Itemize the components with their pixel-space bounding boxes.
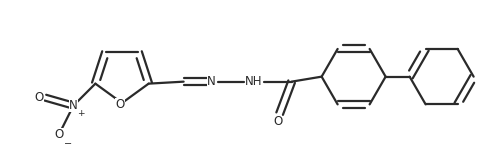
Text: N: N — [69, 99, 78, 112]
Text: NH: NH — [245, 75, 263, 88]
Text: O: O — [273, 115, 282, 128]
Text: O: O — [115, 98, 125, 111]
Text: O: O — [55, 128, 64, 141]
Text: −: − — [64, 139, 73, 148]
Text: +: + — [77, 109, 84, 118]
Text: N: N — [207, 75, 216, 88]
Text: O: O — [35, 91, 44, 104]
